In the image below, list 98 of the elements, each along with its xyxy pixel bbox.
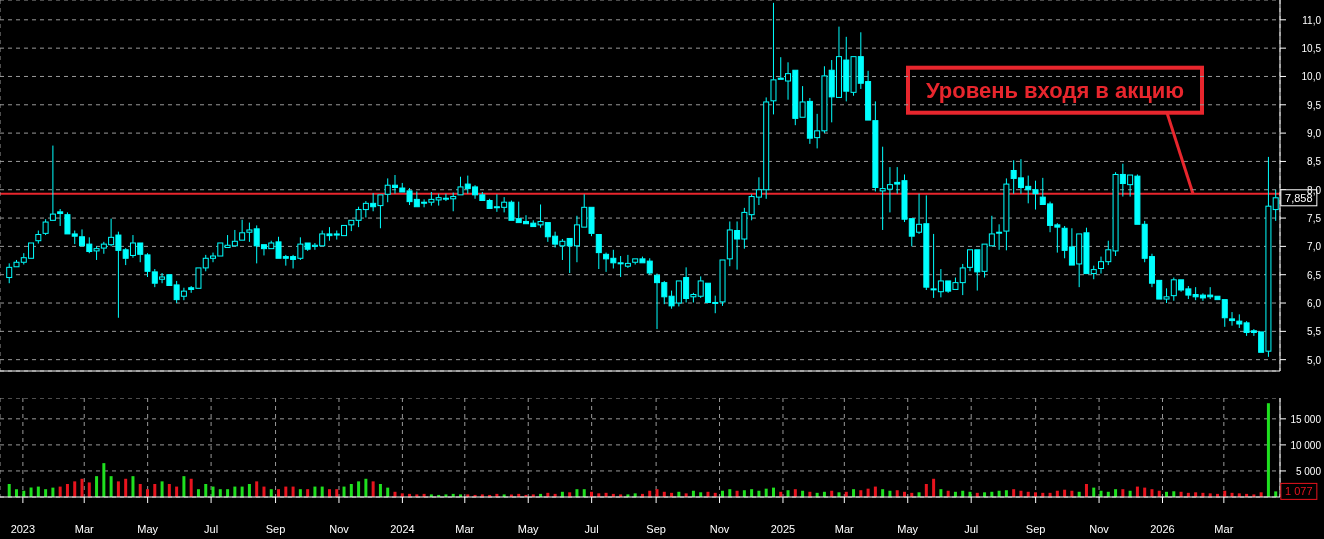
bar [218, 489, 222, 497]
bar [255, 481, 259, 497]
y-tick-label: 6,5 [1307, 269, 1322, 281]
bar [306, 489, 310, 497]
bar [146, 489, 150, 497]
bar [196, 489, 200, 497]
candlestick [595, 234, 602, 270]
x-tick-label: Mar [1214, 522, 1234, 535]
bar [378, 483, 382, 497]
x-tick-label: May [137, 522, 159, 535]
bar [1084, 483, 1088, 497]
bar [7, 483, 11, 497]
bar [131, 476, 135, 497]
bar [15, 489, 18, 497]
bar [655, 489, 659, 497]
x-tick-label: Nov [709, 522, 730, 535]
bar [65, 483, 69, 497]
x-tick-label: 2023 [10, 522, 36, 535]
x-tick-label: Mar [455, 522, 475, 535]
bar [728, 489, 732, 497]
bar [167, 483, 171, 497]
bar [364, 478, 368, 497]
x-tick-label: Nov [1089, 522, 1110, 535]
y-tick-label: 5 000 [1295, 465, 1322, 477]
bar [793, 489, 797, 497]
x-tick-label: May [517, 522, 540, 535]
bar [939, 489, 943, 497]
x-tick-label: Jul [584, 522, 599, 535]
bar [859, 490, 863, 497]
y-tick-label: 7,5 [1307, 213, 1322, 225]
y-tick-label: 6,0 [1307, 298, 1322, 310]
y-tick-label: 5,0 [1307, 354, 1322, 366]
bar [80, 478, 84, 497]
bar [204, 483, 208, 497]
x-tick-label: Sep [1025, 522, 1046, 535]
bar [327, 489, 331, 497]
bar [153, 483, 157, 497]
bar [924, 483, 928, 497]
bar [335, 489, 339, 497]
bar [1121, 489, 1125, 497]
bar [742, 490, 746, 497]
y-tick-label: 15 000 [1290, 413, 1322, 425]
bar [160, 481, 164, 497]
bar [269, 489, 273, 497]
bar [1266, 403, 1270, 497]
x-tick-label: Mar [834, 522, 855, 535]
annotation: 1 077 [1285, 485, 1313, 498]
bar [102, 463, 106, 497]
y-tick-label: 9,5 [1307, 99, 1322, 111]
y-tick-label: 10,5 [1301, 43, 1322, 55]
bar [1012, 489, 1016, 497]
bar [750, 489, 754, 497]
bar [349, 483, 353, 497]
x-tick-label: Mar [74, 522, 95, 535]
x-tick-label: Nov [329, 522, 350, 535]
bar [371, 481, 375, 497]
y-tick-label: 10,0 [1301, 71, 1322, 83]
bar [87, 482, 91, 497]
y-tick-label: 8,5 [1307, 156, 1322, 168]
ref-line-label: Уровень входя в акцию [925, 78, 1185, 104]
x-tick-label: Jul [964, 522, 979, 535]
x-tick-label: Sep [265, 522, 286, 535]
x-tick-label: Sep [646, 522, 666, 535]
bar [138, 483, 142, 497]
x-tick-label: 2024 [390, 522, 415, 535]
bar [116, 481, 120, 497]
bar [932, 478, 936, 497]
bar [881, 489, 885, 497]
bar [44, 489, 48, 497]
x-tick-label: May [897, 522, 919, 535]
x-tick-label: 2025 [770, 522, 796, 535]
bar [95, 476, 99, 497]
bar [582, 489, 586, 497]
candlestick [1229, 311, 1236, 327]
bar [1004, 490, 1008, 497]
x-tick-label: 2026 [1150, 522, 1175, 535]
bar [357, 481, 361, 497]
y-tick-label: 11,0 [1302, 14, 1322, 26]
y-tick-label: 5,5 [1307, 326, 1322, 338]
y-tick-label: 7,0 [1307, 241, 1322, 253]
bar [124, 478, 128, 497]
bar [226, 489, 230, 497]
bar [247, 483, 251, 497]
x-tick-label: Jul [204, 522, 219, 535]
bar [575, 489, 579, 497]
bar [1114, 489, 1118, 497]
bar [109, 476, 113, 497]
bar [1150, 489, 1154, 497]
bar [277, 489, 281, 497]
bar [182, 476, 186, 497]
bar [189, 478, 193, 497]
y-tick-label: 9,0 [1307, 128, 1322, 140]
bar [73, 481, 77, 497]
bar [895, 490, 899, 497]
bar [852, 489, 856, 497]
bar [298, 489, 302, 497]
y-tick-label: 10 000 [1290, 439, 1322, 451]
bar [786, 490, 790, 497]
